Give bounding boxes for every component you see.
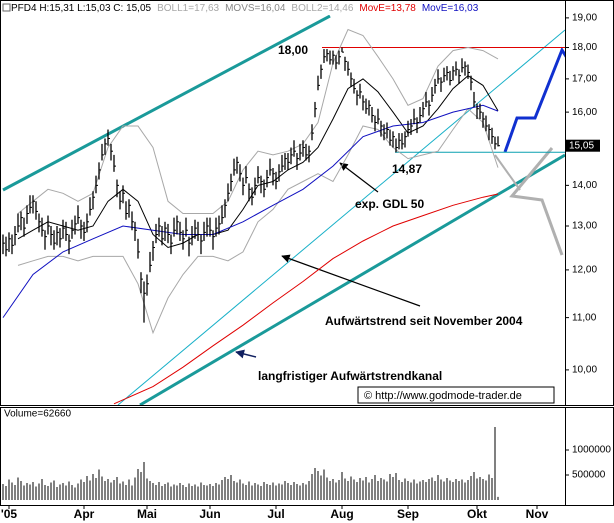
y-tick-label: 500000 (572, 470, 606, 481)
y-tick-label: 10,00 (572, 365, 597, 376)
legend-entry: MovE=16,03 (422, 3, 479, 14)
price-panel (0, 0, 566, 406)
indicator-line (17, 75, 499, 249)
y-tick-label: 12,00 (572, 265, 597, 276)
y-tick-label: 16,00 (572, 107, 597, 118)
legend-entry: BOLL1=17,63 (157, 3, 219, 14)
projection-down-start (494, 154, 521, 191)
y-tick-label: 1000000 (572, 445, 611, 456)
trend-line (117, 29, 565, 405)
x-tick-label: Sep (397, 507, 419, 521)
annotation: exp. GDL 50 (355, 197, 424, 211)
x-tick-label: Jun (199, 507, 220, 521)
indicator-line (17, 107, 499, 335)
projection-up (503, 46, 565, 153)
volume-axis-panel (565, 407, 614, 506)
annotation: 18,00 (278, 43, 308, 57)
annotation: langfristiger Aufwärtstrendkanal (258, 369, 442, 383)
credit-box (357, 386, 555, 404)
x-tick-label: Okt (467, 507, 487, 521)
y-tick-label: 13,00 (572, 221, 597, 232)
annotation: Aufwärtstrend seit November 2004 (325, 314, 523, 328)
legend-entry: MOVS=16,04 (225, 3, 286, 14)
arrow (339, 162, 379, 193)
x-tick-label: Apr (74, 507, 95, 521)
x-tick-label: Aug (330, 507, 353, 521)
volume-panel (0, 407, 566, 506)
y-tick-label: 11,00 (572, 312, 597, 323)
trend-lines (2, 15, 565, 405)
header: PFD4 H:15,31 L:15,03 C: 15,05 BOLL1=17,63… (11, 3, 479, 14)
price-axis-panel (565, 0, 614, 406)
y-tick-label: 17,00 (572, 74, 597, 85)
plot-area (2, 28, 565, 405)
arrow (281, 254, 421, 307)
x-tick-label: Jul (267, 507, 284, 521)
y-tick-label: 14,00 (572, 180, 597, 191)
projection-down (509, 147, 564, 256)
x-tick-label: Mai (137, 507, 157, 521)
last-price-label: 15,05 (569, 140, 594, 151)
y-tick-label: 19,00 (572, 13, 597, 24)
x-tick-label: Nov (526, 507, 549, 521)
upper-channel-line (2, 15, 331, 192)
indicator-line (2, 104, 499, 318)
header-price: PFD4 H:15,31 L:15,03 C: 15,05 (11, 3, 152, 14)
header-checkbox (2, 3, 11, 12)
long-term-channel-line (139, 153, 565, 405)
y-tick-label: 18,00 (572, 42, 597, 53)
arrow (235, 349, 257, 359)
last-price-box (566, 139, 600, 152)
legend-entry: MovE=13,78 (359, 3, 416, 14)
legend-entry: BOLL2=14,46 (291, 3, 353, 14)
x-tick-label: '05 (1, 507, 18, 521)
indicator-line (17, 28, 499, 214)
annotation: 14,87 (392, 162, 422, 176)
credit: © http://www.godmode-trader.de (364, 390, 522, 402)
volume-title: Volume=62660 (4, 409, 71, 420)
indicator-line (113, 193, 499, 405)
